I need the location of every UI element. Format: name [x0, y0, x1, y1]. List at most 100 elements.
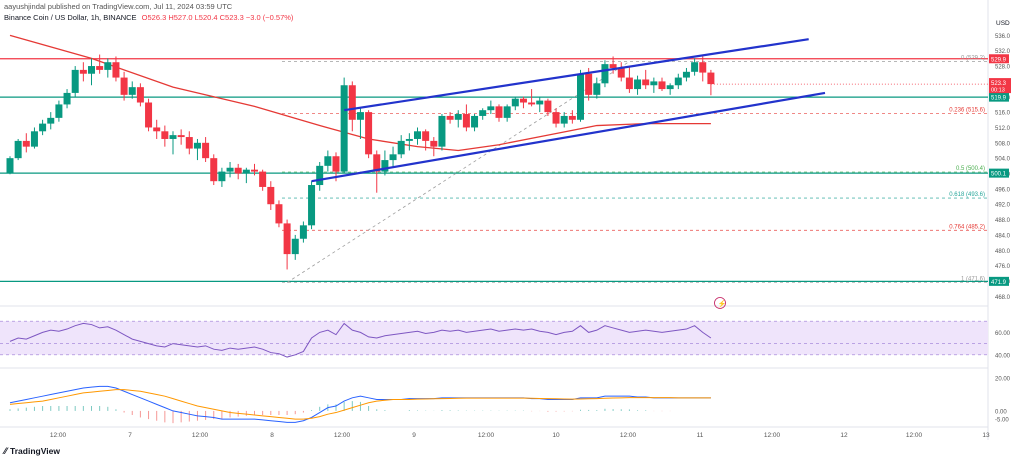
- price-axis-unit: USD: [996, 20, 1010, 27]
- candle-body: [275, 204, 283, 224]
- candle-body: [462, 114, 470, 128]
- candle-body: [63, 92, 71, 105]
- candle-body: [348, 85, 356, 120]
- candle-body: [185, 137, 193, 149]
- time-tick-label: 12:00: [478, 432, 495, 439]
- alert-glyph: ⚡: [718, 299, 727, 308]
- candle-body: [625, 77, 633, 90]
- candle-body: [88, 66, 95, 74]
- candle-body: [308, 185, 316, 226]
- candle-body: [39, 123, 47, 132]
- time-tick-label: 12:00: [334, 432, 351, 439]
- candle-body: [666, 85, 674, 90]
- candle-body: [650, 81, 658, 86]
- price-level-tag-label: 471.9: [991, 280, 1007, 286]
- candle-body: [487, 106, 495, 111]
- time-tick-label: 7: [128, 432, 132, 439]
- candle-body: [332, 156, 340, 172]
- candle-body: [438, 115, 446, 147]
- candle-body: [6, 158, 14, 174]
- candle-body: [136, 87, 144, 103]
- candle-body: [511, 98, 519, 107]
- macd-line: [9, 385, 711, 423]
- candle-body: [479, 110, 487, 116]
- candle-body: [560, 115, 568, 124]
- candle-body: [519, 98, 527, 103]
- candle-body: [609, 64, 617, 68]
- candle-body: [552, 112, 560, 124]
- candle-body: [544, 100, 552, 113]
- price-tick-label: 492.0: [995, 203, 1011, 209]
- ohlc-readout: O526.3 H527.0 L520.4 C523.3 −3.0 (−0.57%…: [141, 13, 294, 22]
- candle-body: [96, 66, 104, 70]
- price-level-tag: [989, 276, 1009, 286]
- macd-tick-label: 20.00: [995, 377, 1011, 383]
- candle-body: [120, 77, 128, 95]
- price-tick-label: 488.0: [995, 218, 1011, 224]
- fib-level-label: 1 (471.6): [961, 277, 985, 283]
- candle-body: [259, 171, 267, 187]
- macd-signal-line: [9, 389, 711, 420]
- price-tick-label: 532.0: [995, 49, 1011, 55]
- candle-body: [30, 131, 38, 147]
- candle-body: [283, 223, 291, 255]
- macd-tick-label: 0.00: [995, 409, 1007, 415]
- fib-level-label: 0.236 (515.6): [949, 108, 985, 114]
- candle-body: [536, 100, 544, 105]
- price-tick-label: 504.0: [995, 157, 1011, 163]
- candle-body: [682, 71, 690, 78]
- candle-body: [528, 102, 536, 105]
- candle-body: [177, 135, 185, 138]
- candle-body: [365, 112, 373, 155]
- time-tick-label: 12:00: [906, 432, 923, 439]
- candle-body: [340, 85, 348, 172]
- candle-body: [471, 115, 479, 128]
- candle-body: [291, 238, 299, 255]
- price-level-tag: [989, 168, 1009, 178]
- rsi-line: [9, 322, 712, 358]
- candle-body: [267, 186, 275, 205]
- candle-body: [373, 154, 381, 172]
- time-tick-label: 12:00: [50, 432, 67, 439]
- price-tick-label: 496.0: [995, 187, 1011, 193]
- price-level-tag-label: 529.9: [991, 57, 1007, 63]
- candle-body: [251, 169, 258, 172]
- candle-body: [226, 167, 234, 172]
- candle-body: [593, 83, 601, 95]
- price-level-tag-label: 519.9: [991, 96, 1007, 102]
- price-level-tag-label: 500.1: [991, 172, 1007, 178]
- fib-level-label: 0 (529.2): [961, 55, 985, 61]
- price-tick-label: 468.0: [995, 295, 1011, 301]
- fib-level-label: 0.5 (500.4): [956, 166, 985, 172]
- candle-body: [430, 140, 438, 147]
- candle-body: [79, 69, 87, 74]
- price-level-tag: [989, 54, 1009, 64]
- macd-tick-label: -5.00: [995, 418, 1009, 424]
- candle-body: [381, 160, 389, 172]
- candle-body: [234, 167, 242, 174]
- candle-body: [446, 115, 454, 120]
- candle-body: [405, 138, 413, 141]
- candle-body: [55, 104, 63, 118]
- candle-body: [691, 62, 699, 72]
- time-tick-label: 12:00: [620, 432, 637, 439]
- candle-body: [299, 225, 307, 239]
- tv-logo-icon: ⁄⁄: [4, 446, 8, 456]
- rsi-tick-label: 40.00: [995, 353, 1011, 359]
- candle-body: [658, 81, 666, 90]
- moving-average-line: [9, 34, 711, 152]
- channel-lower-line: [311, 91, 826, 183]
- price-tick-label: 512.0: [995, 126, 1011, 132]
- candle-body: [145, 102, 153, 128]
- candle-body: [14, 140, 22, 159]
- candle-body: [153, 127, 161, 132]
- candle-body: [674, 77, 682, 86]
- rsi-tick-label: 60.00: [995, 331, 1011, 337]
- candle-body: [568, 115, 576, 120]
- candle-body: [193, 142, 201, 149]
- candle-body: [577, 73, 584, 120]
- candle-body: [202, 142, 210, 159]
- candle-body: [503, 106, 511, 118]
- tradingview-footer: ⁄⁄ TradingView: [4, 446, 60, 456]
- candle-body: [161, 131, 169, 139]
